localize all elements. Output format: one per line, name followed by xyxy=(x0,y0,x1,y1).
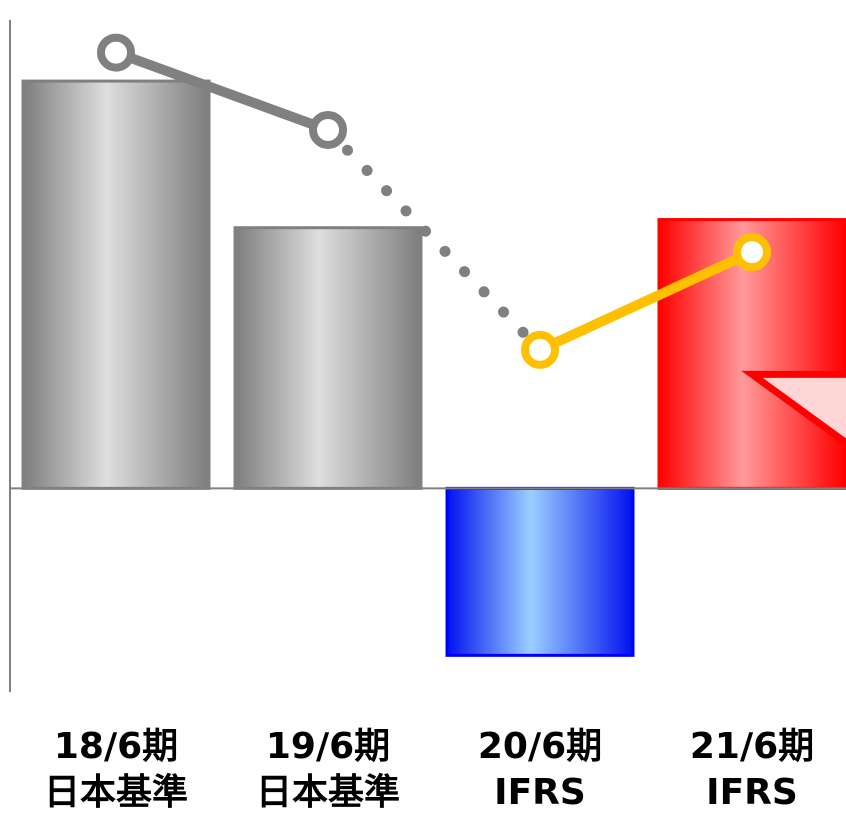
bar-2 xyxy=(445,486,635,657)
line-segment-0 xyxy=(111,47,333,135)
x-tick-standard: IFRS xyxy=(706,772,798,813)
line-point-3 xyxy=(733,233,771,272)
line-segment-1 xyxy=(322,124,546,356)
line-point-1 xyxy=(309,110,347,149)
x-tick-period: 21/6期 xyxy=(689,726,815,767)
x-tick-period: 18/6期 xyxy=(53,726,179,767)
bar-1 xyxy=(233,226,423,490)
bar-0 xyxy=(21,79,211,490)
x-tick-standard: 日本基準 xyxy=(43,772,188,813)
line-segment-2 xyxy=(535,247,757,355)
arrow-marker-icon xyxy=(741,370,846,448)
x-tick-standard: 日本基準 xyxy=(255,772,400,813)
lines xyxy=(97,33,771,369)
x-tick-standard: IFRS xyxy=(494,772,586,813)
line-point-0 xyxy=(97,33,135,72)
x-tick-label-3: 21/6期 IFRS xyxy=(652,724,846,816)
bars xyxy=(21,79,846,657)
line-point-2 xyxy=(521,330,559,369)
x-tick-label-1: 19/6期日本基準 xyxy=(228,724,428,816)
x-tick-period: 20/6期 xyxy=(477,726,603,767)
x-tick-label-0: 18/6期日本基準 xyxy=(16,724,216,816)
x-tick-period: 19/6期 xyxy=(265,726,391,767)
x-tick-label-2: 20/6期 IFRS xyxy=(440,724,640,816)
